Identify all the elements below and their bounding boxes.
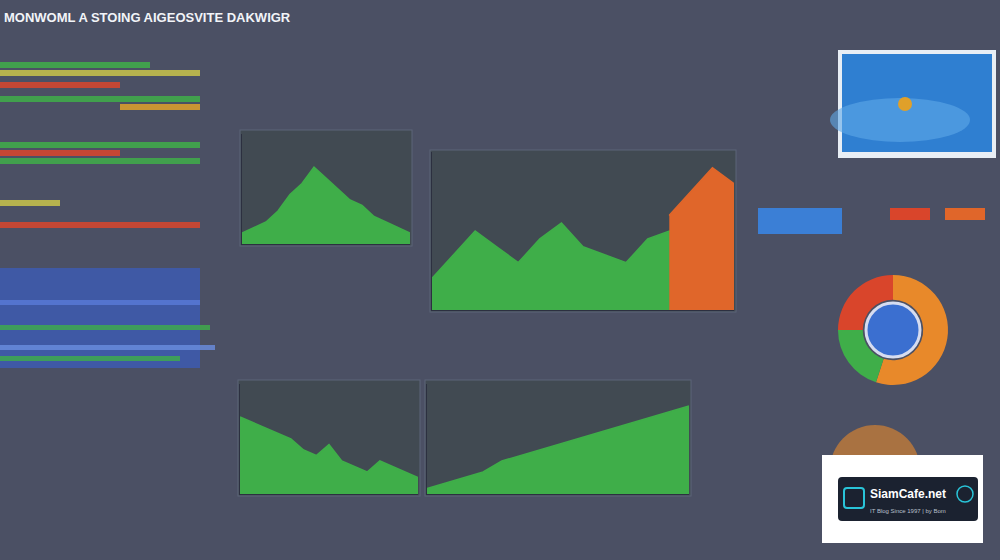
svg-text:IT Blog Since 1997 | by Bom: IT Blog Since 1997 | by Bom bbox=[870, 508, 946, 514]
svg-text:MONWOML A STOING AIGEOSVITE DA: MONWOML A STOING AIGEOSVITE DAKWIGR bbox=[4, 10, 291, 25]
svg-text:SiamCafe.net: SiamCafe.net bbox=[870, 487, 946, 501]
